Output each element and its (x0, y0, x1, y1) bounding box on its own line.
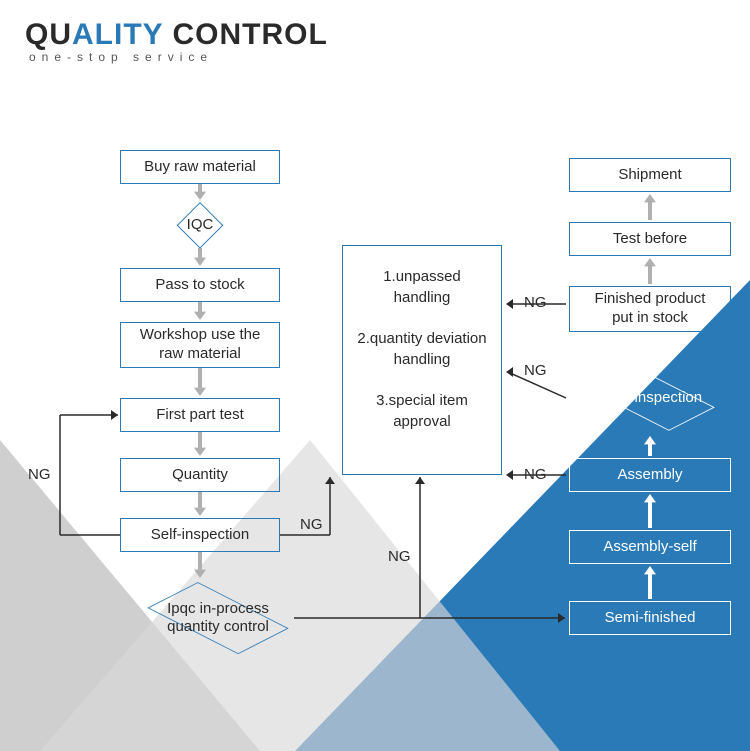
flow-decision: IQC (177, 202, 223, 248)
ng-label: NG (524, 362, 547, 379)
flow-node: Workshop use theraw material (120, 322, 280, 368)
ng-label: NG (28, 466, 51, 483)
flow-node: Quantity (120, 458, 280, 492)
flow-nodes-layer: Buy raw material IQC Pass to stock Workshop… (0, 0, 750, 751)
ng-label: NG (524, 294, 547, 311)
flow-node: Pass to stock (120, 268, 280, 302)
flow-node: Assembly (569, 458, 731, 492)
flow-node: Semi-finished (569, 601, 731, 635)
flow-node: Assembly-self (569, 530, 731, 564)
flow-node: First part test (120, 398, 280, 432)
flow-decision: Ipqc in-processquantity control (134, 580, 301, 656)
flow-node: Shipment (569, 158, 731, 192)
handling-item: 2.quantity deviation handling (357, 328, 487, 370)
flow-decision: Final inspection (573, 363, 727, 433)
flow-node: Self-inspection (120, 518, 280, 552)
ng-label: NG (300, 516, 323, 533)
flow-node: Finished productput in stock (569, 286, 731, 332)
handling-box: 1.unpassed handling 2.quantity deviation … (342, 245, 502, 475)
ng-label: NG (388, 548, 411, 565)
handling-item: 1.unpassed handling (357, 266, 487, 308)
flow-node: Buy raw material (120, 150, 280, 184)
flow-node: Test before (569, 222, 731, 256)
ng-label: NG (524, 466, 547, 483)
handling-item: 3.special item approval (357, 390, 487, 432)
